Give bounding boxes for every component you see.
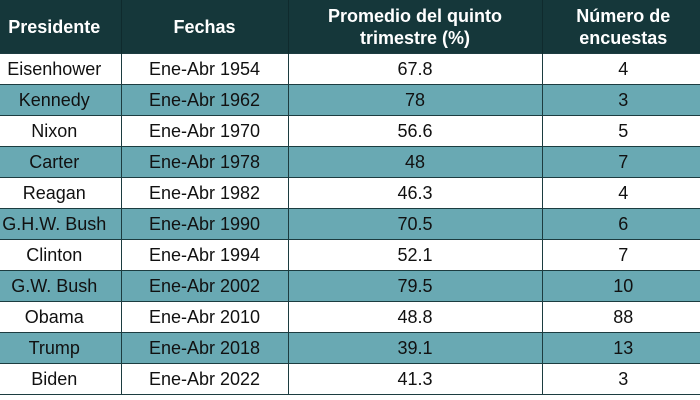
table-row: Obama Ene-Abr 2010 48.8 88 xyxy=(0,301,700,333)
polls-cell: 4 xyxy=(541,53,700,85)
president-cell: Carter xyxy=(0,146,122,178)
president-cell: G.H.W. Bush xyxy=(0,208,122,240)
president-cell: G.W. Bush xyxy=(0,270,122,302)
table-row: Biden Ene-Abr 2022 41.3 3 xyxy=(0,363,700,395)
average-cell: 52.1 xyxy=(287,239,543,271)
polls-cell: 6 xyxy=(541,208,700,240)
polls-cell: 13 xyxy=(541,332,700,364)
table-row: G.W. Bush Ene-Abr 2002 79.5 10 xyxy=(0,270,700,302)
polls-cell: 3 xyxy=(541,363,700,395)
average-cell: 48.8 xyxy=(287,301,543,333)
polls-cell: 88 xyxy=(541,301,700,333)
table-row: Nixon Ene-Abr 1970 56.6 5 xyxy=(0,115,700,147)
dates-cell: Ene-Abr 1970 xyxy=(120,115,289,147)
president-cell: Kennedy xyxy=(0,84,122,116)
polls-cell: 5 xyxy=(541,115,700,147)
average-cell: 48 xyxy=(287,146,543,178)
dates-cell: Ene-Abr 2002 xyxy=(120,270,289,302)
table-row: G.H.W. Bush Ene-Abr 1990 70.5 6 xyxy=(0,208,700,240)
column-header-promedio: Promedio del quinto trimestre (%) xyxy=(288,0,543,54)
dates-cell: Ene-Abr 1954 xyxy=(120,53,289,85)
column-header-presidente: Presidente xyxy=(0,0,122,54)
table-row: Reagan Ene-Abr 1982 46.3 4 xyxy=(0,177,700,209)
president-cell: Clinton xyxy=(0,239,122,271)
president-cell: Trump xyxy=(0,332,122,364)
president-cell: Reagan xyxy=(0,177,122,209)
column-header-fechas: Fechas xyxy=(121,0,289,54)
header-row: Presidente Fechas Promedio del quinto tr… xyxy=(0,0,700,54)
dates-cell: Ene-Abr 2018 xyxy=(120,332,289,364)
president-cell: Obama xyxy=(0,301,122,333)
dates-cell: Ene-Abr 1990 xyxy=(120,208,289,240)
average-cell: 39.1 xyxy=(287,332,543,364)
dates-cell: Ene-Abr 1978 xyxy=(120,146,289,178)
president-cell: Biden xyxy=(0,363,122,395)
table-row: Kennedy Ene-Abr 1962 78 3 xyxy=(0,84,700,116)
dates-cell: Ene-Abr 2010 xyxy=(120,301,289,333)
average-cell: 56.6 xyxy=(287,115,543,147)
average-cell: 79.5 xyxy=(287,270,543,302)
polls-cell: 3 xyxy=(541,84,700,116)
polls-cell: 10 xyxy=(541,270,700,302)
table-body: Eisenhower Ene-Abr 1954 67.8 4 Kennedy Ene-Ab… xyxy=(0,53,700,395)
table-row: Carter Ene-Abr 1978 48 7 xyxy=(0,146,700,178)
president-cell: Eisenhower xyxy=(0,53,122,85)
dates-cell: Ene-Abr 2022 xyxy=(120,363,289,395)
table-row: Eisenhower Ene-Abr 1954 67.8 4 xyxy=(0,53,700,85)
polls-cell: 7 xyxy=(541,239,700,271)
average-cell: 67.8 xyxy=(287,53,543,85)
dates-cell: Ene-Abr 1994 xyxy=(120,239,289,271)
average-cell: 41.3 xyxy=(287,363,543,395)
average-cell: 78 xyxy=(287,84,543,116)
dates-cell: Ene-Abr 1982 xyxy=(120,177,289,209)
polls-cell: 4 xyxy=(541,177,700,209)
average-cell: 46.3 xyxy=(287,177,543,209)
polls-cell: 7 xyxy=(541,146,700,178)
table-row: Trump Ene-Abr 2018 39.1 13 xyxy=(0,332,700,364)
dates-cell: Ene-Abr 1962 xyxy=(120,84,289,116)
average-cell: 70.5 xyxy=(287,208,543,240)
president-cell: Nixon xyxy=(0,115,122,147)
table-row: Clinton Ene-Abr 1994 52.1 7 xyxy=(0,239,700,271)
column-header-encuestas: Número de encuestas xyxy=(542,0,700,54)
